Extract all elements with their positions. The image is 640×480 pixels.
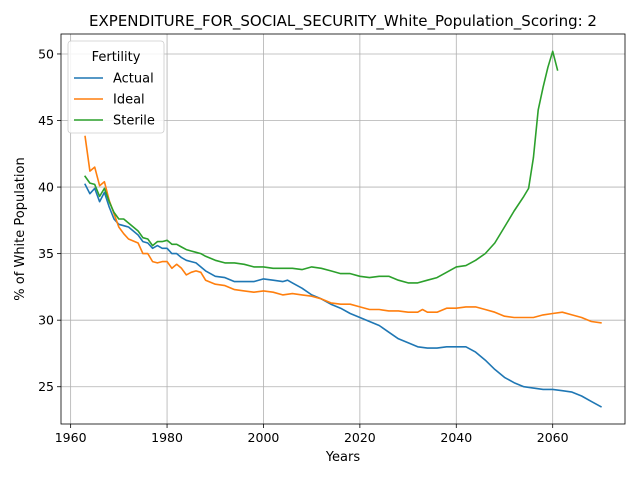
y-tick-label: 35: [38, 246, 54, 261]
chart-title: EXPENDITURE_FOR_SOCIAL_SECURITY_White_Po…: [89, 12, 597, 31]
x-tick-label: 1980: [151, 430, 183, 445]
x-tick-label: 1960: [55, 430, 87, 445]
legend-label-sterile: Sterile: [113, 114, 155, 129]
legend-items: Actual Ideal Sterile: [74, 72, 155, 129]
legend: Fertility Actual Ideal Sterile: [67, 40, 165, 134]
x-axis-label: Years: [325, 450, 361, 465]
y-tick-label: 40: [38, 180, 54, 195]
x-tick-label: 2060: [537, 430, 569, 445]
y-axis-label: % of White Population: [13, 157, 28, 300]
x-tick-label: 2040: [440, 430, 472, 445]
x-tick-label: 2000: [248, 430, 280, 445]
y-tick-label: 50: [38, 46, 54, 61]
legend-title: Fertility: [92, 50, 141, 65]
y-tick-label: 25: [38, 379, 54, 394]
legend-box: [67, 40, 165, 134]
plot-area-frame: [60, 33, 626, 425]
legend-label-actual: Actual: [113, 72, 154, 87]
series-line-ideal: [84, 135, 602, 324]
grid: [61, 34, 625, 424]
series-lines: [83, 50, 602, 408]
legend-label-ideal: Ideal: [113, 93, 145, 108]
series-line-actual: [84, 183, 602, 408]
axis-ticks: 1960 1980 2000 2020 2040 2060 25 30 35 40 45 50: [38, 46, 569, 445]
series-line-sterile: [83, 50, 559, 284]
y-tick-label: 45: [38, 113, 54, 128]
x-tick-label: 2020: [344, 430, 376, 445]
y-tick-label: 30: [38, 313, 54, 328]
